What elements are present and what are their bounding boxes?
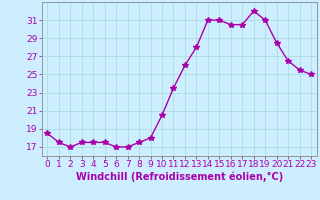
X-axis label: Windchill (Refroidissement éolien,°C): Windchill (Refroidissement éolien,°C) bbox=[76, 172, 283, 182]
